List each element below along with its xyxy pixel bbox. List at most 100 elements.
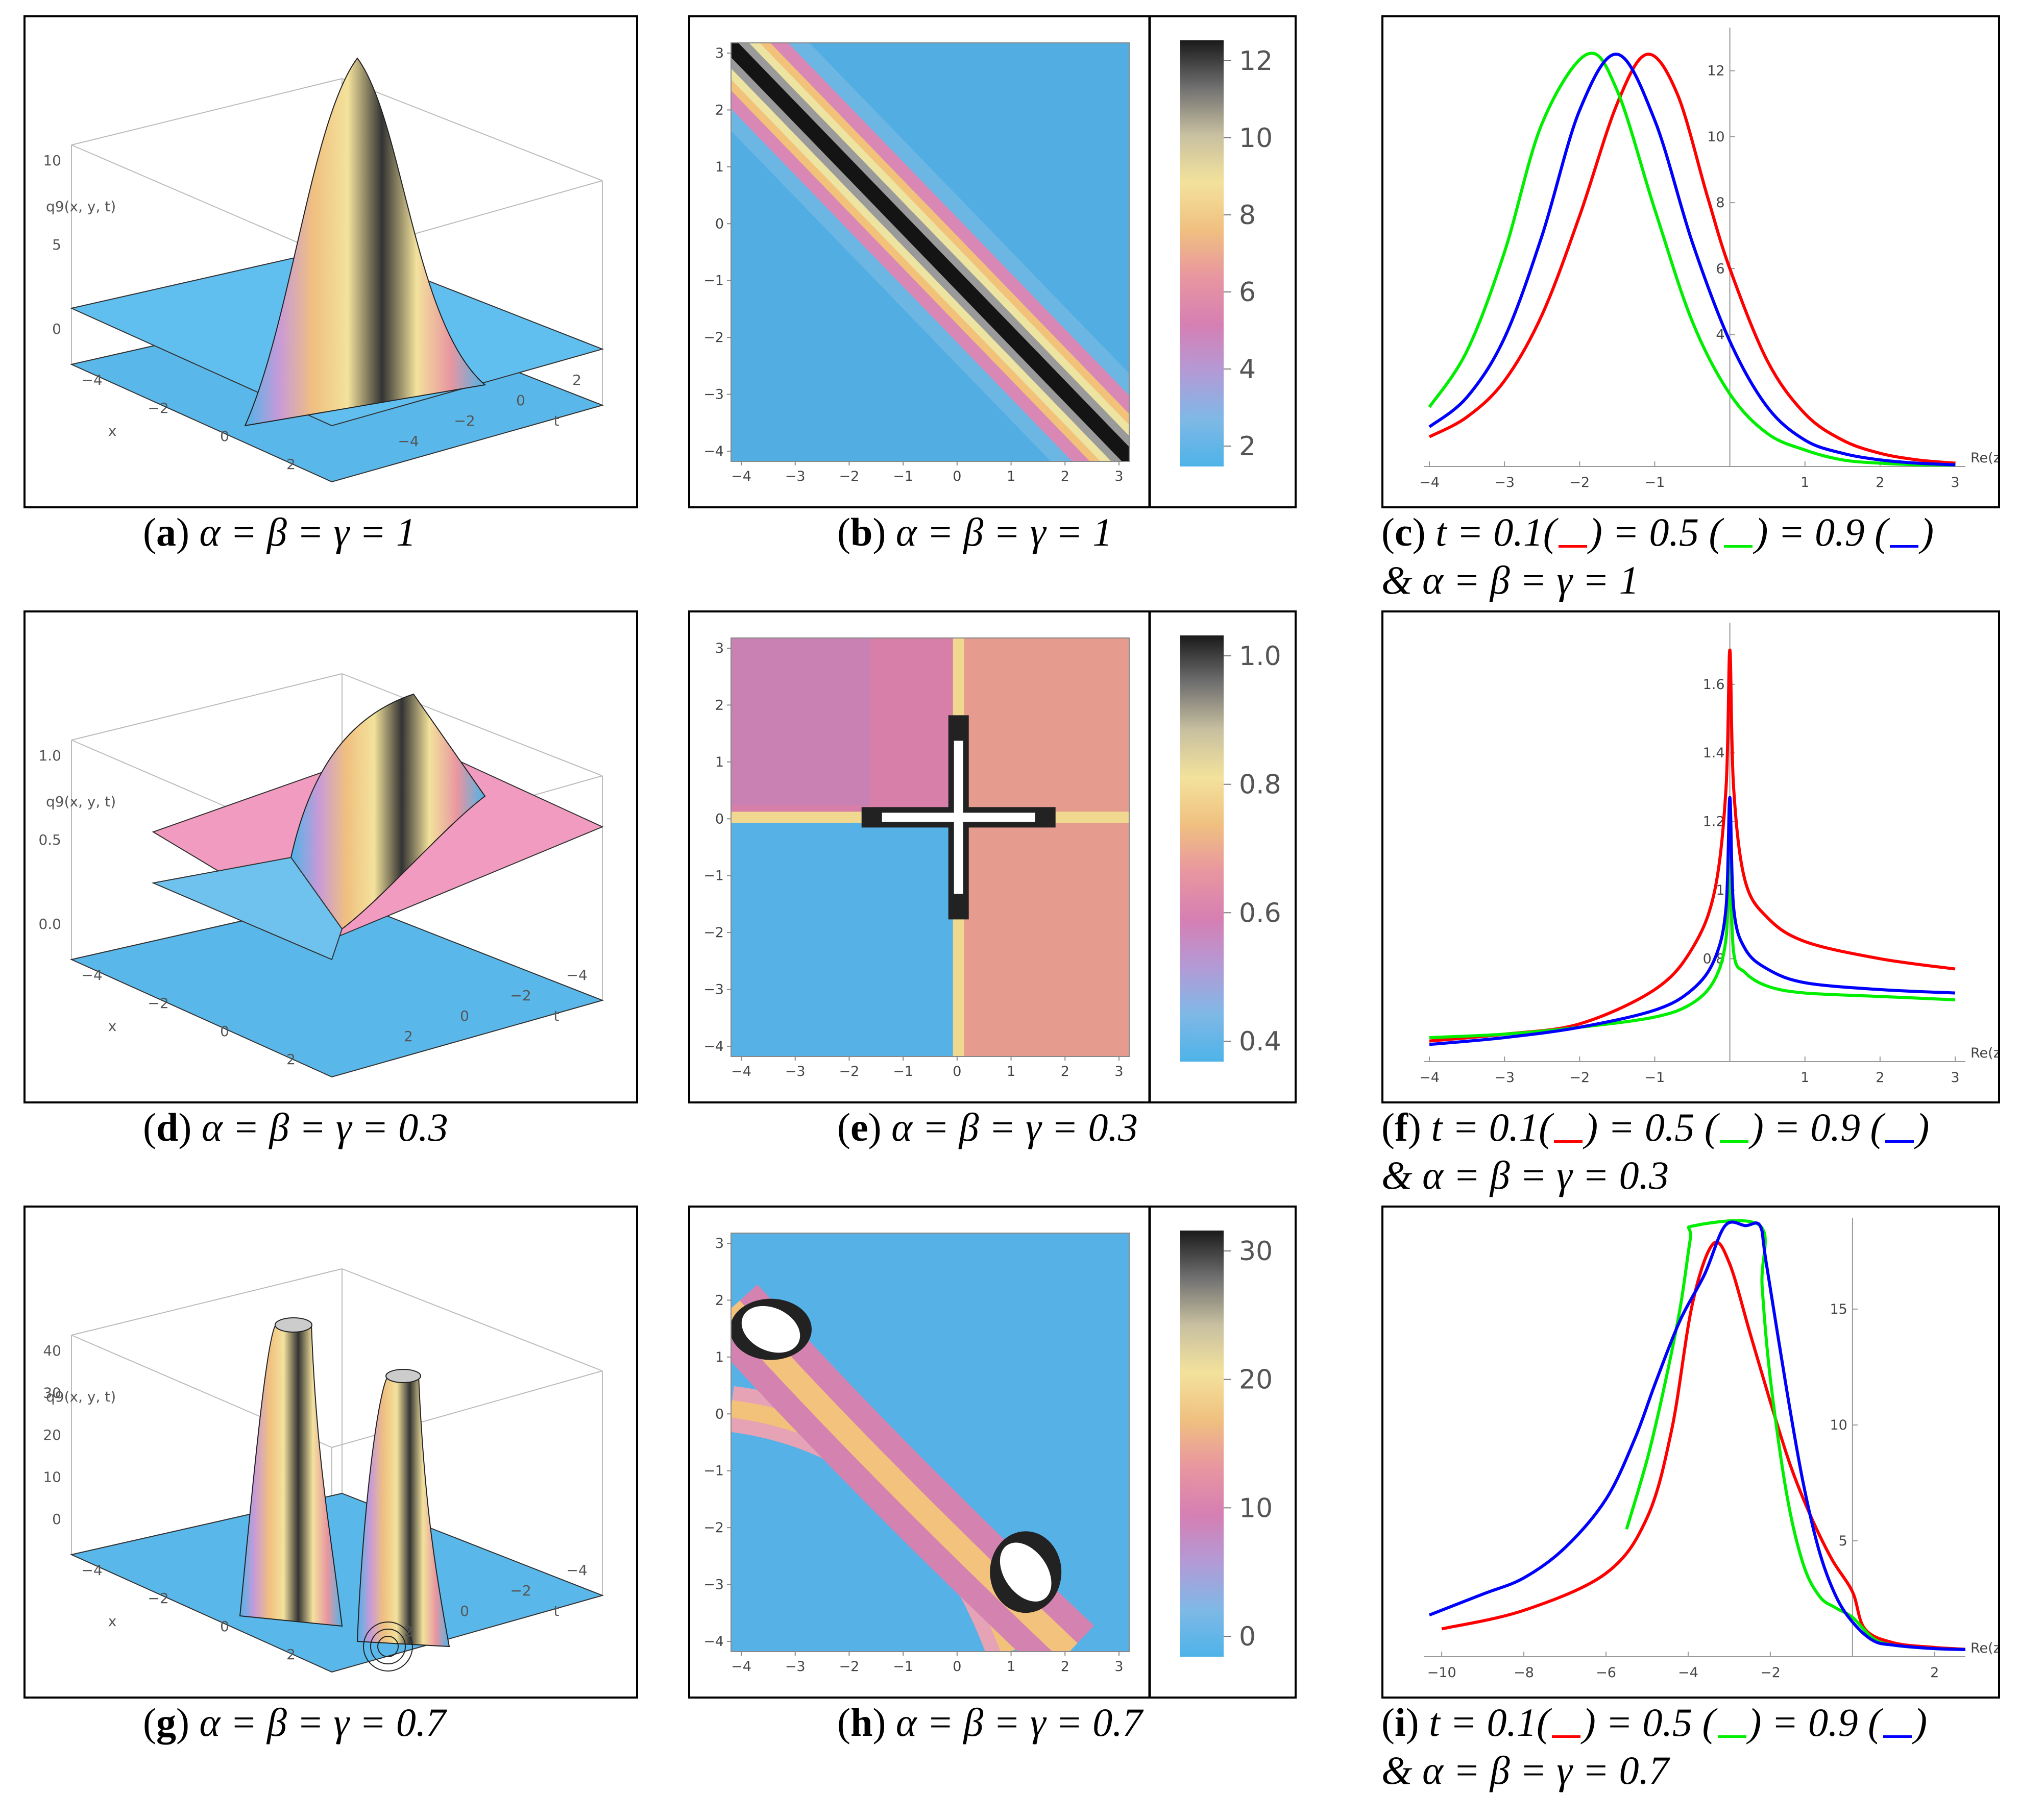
z-axis-label: q9(x, y, t)	[46, 1388, 116, 1405]
plot-3d-d: 1.0 0.5 0.0 q9(x, y, t) −4 −2 0 2 x −4 −2 0 2 t	[38, 673, 604, 1078]
x-tick-label: 1	[1007, 1064, 1015, 1079]
t-axis-label: t	[554, 412, 559, 429]
y-tick-label: −4	[703, 1039, 724, 1054]
x-tick-label: −1	[893, 1064, 913, 1079]
x-axis-label: x	[108, 1018, 117, 1035]
x-tick-label: 0	[220, 1618, 229, 1635]
y-tick-label: −2	[703, 330, 724, 346]
legend-green-swatch	[1717, 1735, 1746, 1738]
z-axis-label: q9(x, y, t)	[46, 198, 116, 215]
contour-ring	[377, 1636, 399, 1657]
soliton-band	[731, 43, 1129, 461]
z-tick-label: 40	[43, 1342, 61, 1359]
contour-ring	[370, 1629, 406, 1664]
colorbar-label: 0.8	[1239, 770, 1281, 800]
x-tick-label: 0	[953, 1659, 961, 1675]
y-tick-label: 3	[715, 45, 724, 61]
t-tick-label: 2	[572, 372, 581, 388]
y-tick-label: −3	[703, 982, 724, 998]
x-tick-label: 1	[1800, 475, 1809, 490]
z-tick-label: 10	[43, 152, 61, 169]
colorbar-label: 0.6	[1239, 898, 1281, 928]
legend-blue-swatch	[1883, 1735, 1912, 1738]
shade-upper-left	[731, 638, 870, 805]
y-tick-label: 1	[1716, 882, 1724, 898]
x-tick-label: −2	[148, 1590, 168, 1607]
y-tick-label: 15	[1830, 1301, 1847, 1317]
t-axis-label: t	[554, 1603, 559, 1619]
y-tick-label: −1	[703, 868, 724, 884]
y-tick-label: −4	[703, 444, 724, 459]
x-tick-label: −2	[1760, 1665, 1781, 1681]
panel-i-line-plot: −10 −8 −6 −4 −2 2 5 10 15 Re(z)	[1381, 1206, 2000, 1699]
legend-green-swatch	[1719, 1140, 1748, 1143]
x-axis-label: x	[108, 1613, 117, 1630]
y-tick-label: 0	[715, 216, 724, 232]
t-tick-label: 0	[460, 1007, 469, 1024]
x-tick-label: 1	[1800, 1070, 1809, 1086]
caption-a: (a) α = β = γ = 1	[143, 510, 416, 554]
series-line	[1428, 1220, 1965, 1651]
x-tick-label: −3	[785, 469, 806, 484]
y-tick-label: −1	[703, 1463, 724, 1479]
series-line	[1429, 796, 1956, 1046]
box-edge	[342, 1268, 603, 1371]
box-edge	[342, 673, 603, 776]
y-tick-label: 8	[1716, 195, 1724, 211]
caption-d: (d) α = β = γ = 0.3	[143, 1105, 448, 1149]
density-field	[731, 1233, 1129, 1652]
x-tick-label: −1	[1645, 1070, 1665, 1086]
plot-frame	[731, 42, 1130, 462]
panel-a-3d-surface: 10 5 0 q9(x, y, t) −4 −2 0 2 x 2 0 −2 −4 t	[23, 15, 638, 508]
y-tick-label: −3	[703, 1577, 724, 1593]
series-line	[1428, 53, 1956, 465]
x-tick-label: 2	[1876, 475, 1884, 490]
y-tick-label: 1	[715, 159, 724, 175]
colorbar-label: 6	[1239, 277, 1256, 308]
x-tick-label: 3	[1114, 469, 1123, 484]
caption-g: (g) α = β = γ = 0.7	[143, 1700, 446, 1744]
x-tick-label: −2	[839, 1064, 860, 1079]
x-axis-label: Re(z)	[1970, 1045, 1998, 1061]
y-tick-label: 1	[715, 754, 724, 770]
x-tick-label: 2	[286, 1051, 296, 1068]
x-tick-label: 2	[1876, 1070, 1884, 1086]
x-tick-label: −2	[839, 1659, 860, 1675]
y-tick-label: −2	[703, 925, 724, 941]
legend-blue-swatch	[1890, 545, 1919, 548]
y-tick-label: 1.6	[1703, 677, 1725, 693]
z-tick-label: 0.5	[38, 831, 61, 848]
z-tick-label: 20	[43, 1427, 61, 1443]
t-tick-label: −4	[398, 433, 419, 450]
legend-red-swatch	[1554, 1140, 1583, 1143]
y-tick-label: 1	[715, 1349, 724, 1365]
x-tick-label: −2	[148, 400, 168, 416]
x-tick-label: −3	[785, 1659, 806, 1675]
y-tick-label: 10	[1707, 129, 1724, 145]
colorbar-label: 1.0	[1239, 641, 1281, 672]
surface-kink	[290, 693, 486, 930]
x-tick-label: 3	[1114, 1064, 1123, 1079]
density-field	[731, 43, 1129, 461]
caption-e: (e) α = β = γ = 0.3	[837, 1105, 1138, 1149]
contour-ring	[363, 1621, 413, 1672]
peak-1	[239, 1324, 343, 1627]
z-axis-label: q9(x, y, t)	[46, 793, 116, 810]
singularity-1	[741, 1306, 800, 1353]
x-tick-label: −3	[785, 1064, 806, 1079]
series-line	[1441, 1240, 1965, 1651]
x-tick-label: 3	[1114, 1659, 1123, 1675]
x-tick-label: −8	[1514, 1665, 1534, 1681]
y-tick-label: 2	[715, 697, 724, 713]
x-tick-label: −3	[1494, 1070, 1515, 1086]
panel-b-density-plot: −4 −3 −2 −1 0 1 2 3 3 2 1 0 −1 −2 −3 −4 12 10 8 6 4 2	[688, 15, 1297, 508]
x-tick-label: −3	[1494, 475, 1515, 490]
panel-e-density-plot: −4 −3 −2 −1 0 1 2 3 3 2 1 0 −1 −2 −3 −4 1.0 0.8 0.6 0.4	[688, 610, 1297, 1103]
series-line	[1428, 52, 1956, 466]
y-tick-label: 1.4	[1703, 745, 1725, 761]
t-axis-label: t	[554, 1007, 559, 1024]
